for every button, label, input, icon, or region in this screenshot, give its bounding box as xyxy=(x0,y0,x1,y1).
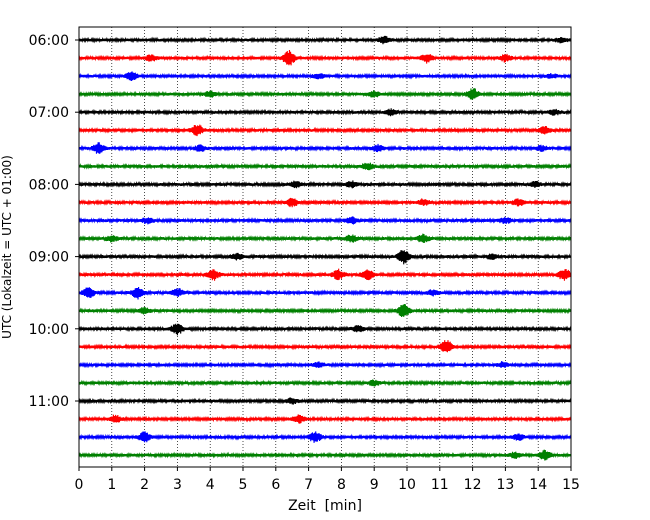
trace-1100 xyxy=(78,397,572,405)
x-axis-label: Zeit [min] xyxy=(288,498,362,514)
x-axis: 0 1 2 3 4 5 6 7 8 9 10 11 12 13 14 15 xyxy=(75,467,580,493)
y-tick-label: 07:00 xyxy=(29,105,69,121)
y-tick-label: 11:00 xyxy=(29,394,69,410)
trace-0700 xyxy=(78,108,572,117)
trace-0730 xyxy=(78,142,572,154)
trace-0645 xyxy=(78,88,572,100)
x-tick-label: 1 xyxy=(107,477,116,493)
trace-0715 xyxy=(78,124,572,137)
y-tick-label: 06:00 xyxy=(29,33,69,49)
x-tick-label: 10 xyxy=(398,477,416,493)
trace-1130 xyxy=(78,431,572,443)
x-tick-label: 4 xyxy=(206,477,215,493)
trace-0630 xyxy=(78,71,572,81)
x-tick-label: 5 xyxy=(239,477,248,493)
trace-0615 xyxy=(78,50,572,66)
x-tick-label: 14 xyxy=(529,477,547,493)
y-axis-label: UTC (Lokalzeit = UTC + 01:00) xyxy=(0,155,14,339)
trace-0915 xyxy=(78,268,572,281)
y-tick-label: 10:00 xyxy=(29,322,69,338)
trace-0800 xyxy=(78,180,572,189)
trace-0845 xyxy=(78,233,572,243)
x-tick-label: 3 xyxy=(173,477,182,493)
trace-0815 xyxy=(78,197,572,208)
y-tick-label: 09:00 xyxy=(29,250,69,266)
x-tick-label: 12 xyxy=(464,477,482,493)
x-tick-label: 9 xyxy=(370,477,379,493)
seismic-traces xyxy=(78,35,572,461)
x-tick-label: 13 xyxy=(496,477,514,493)
trace-0745 xyxy=(78,162,572,171)
x-tick-label: 6 xyxy=(271,477,280,493)
plot-frame xyxy=(78,26,572,468)
trace-0600 xyxy=(78,35,572,45)
trace-0930 xyxy=(78,287,572,300)
y-axis: 06:00 07:00 08:00 09:00 10:00 11:00 xyxy=(29,33,79,410)
x-tick-label: 7 xyxy=(304,477,313,493)
x-tick-label: 11 xyxy=(431,477,449,493)
trace-1115 xyxy=(78,414,572,424)
trace-1145 xyxy=(78,449,572,461)
y-tick-label: 08:00 xyxy=(29,177,69,193)
x-tick-label: 8 xyxy=(337,477,346,493)
trace-1000 xyxy=(78,323,572,336)
x-tick-label: 2 xyxy=(140,477,149,493)
trace-1030 xyxy=(78,361,572,369)
x-tick-label: 15 xyxy=(562,477,580,493)
x-tick-label: 0 xyxy=(75,477,84,493)
trace-1045 xyxy=(78,379,572,387)
trace-1015 xyxy=(78,340,572,353)
trace-0900 xyxy=(78,250,572,265)
trace-0945 xyxy=(78,304,572,317)
trace-0830 xyxy=(78,216,572,225)
